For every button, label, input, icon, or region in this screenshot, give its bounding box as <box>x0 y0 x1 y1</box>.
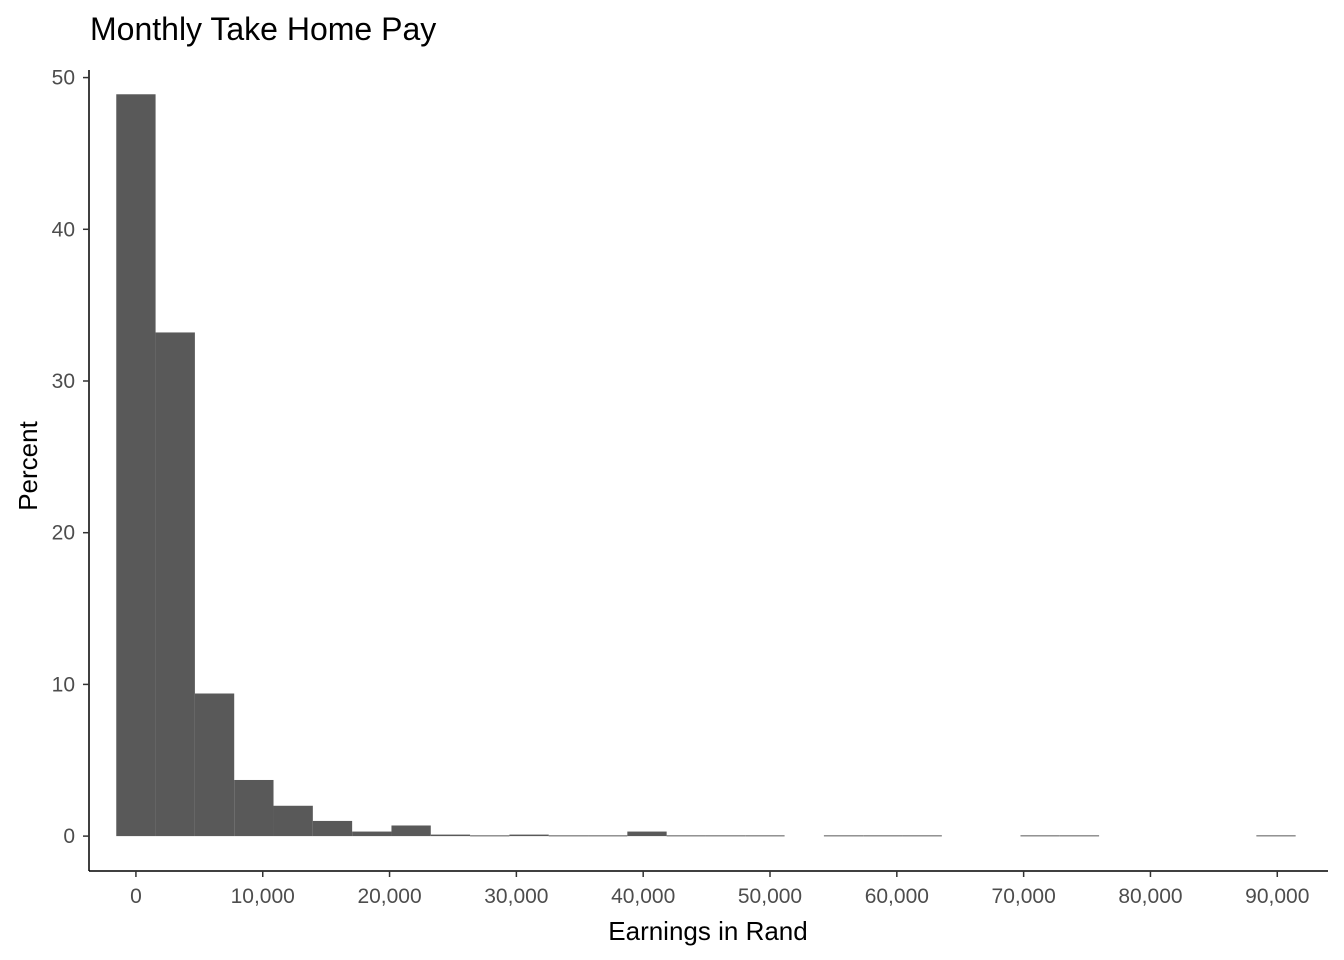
bars-group <box>116 94 1296 837</box>
x-tick-label: 80,000 <box>1118 885 1182 908</box>
x-tick-label: 50,000 <box>738 885 802 908</box>
histogram-bar <box>312 820 353 837</box>
y-tick-label: 10 <box>52 673 75 696</box>
histogram-bar <box>902 835 942 837</box>
y-axis-label: Percent <box>13 420 43 510</box>
x-tick-label: 0 <box>130 885 142 908</box>
histogram-bar <box>352 831 392 837</box>
x-tick-label: 60,000 <box>865 885 929 908</box>
x-tick-label: 10,000 <box>231 885 295 908</box>
histogram-bar <box>430 834 471 837</box>
histogram-bar <box>745 835 785 837</box>
y-tick-label: 50 <box>52 67 75 90</box>
x-tick-label: 20,000 <box>357 885 421 908</box>
histogram-bar <box>627 831 667 837</box>
histogram-bar <box>1256 835 1296 837</box>
y-tick-label: 30 <box>52 370 75 393</box>
histogram-bar <box>391 825 431 837</box>
histogram-bar <box>863 835 903 837</box>
y-tick-label: 40 <box>52 218 75 241</box>
y-tick-label: 20 <box>52 522 75 545</box>
histogram-bar <box>1059 835 1100 837</box>
x-axis-label: Earnings in Rand <box>608 916 807 946</box>
histogram-bar <box>823 835 864 837</box>
histogram-bar <box>470 835 510 837</box>
x-tick-label: 70,000 <box>992 885 1056 908</box>
y-tick-label: 0 <box>63 825 75 848</box>
x-tick-label: 90,000 <box>1245 885 1309 908</box>
histogram-bar <box>705 835 746 837</box>
histogram-bar <box>1020 835 1060 837</box>
histogram-bar <box>116 94 156 837</box>
x-axis-ticks: 0 10,000 20,000 30,000 40,000 50,000 60,000 70,… <box>130 871 1309 908</box>
histogram-bar <box>234 779 274 837</box>
histogram-bar <box>666 835 706 837</box>
chart-title: Monthly Take Home Pay <box>90 11 436 47</box>
histogram-bar <box>155 332 195 837</box>
x-tick-label: 40,000 <box>611 885 675 908</box>
histogram-bar <box>588 835 628 837</box>
histogram-bar <box>194 693 235 837</box>
histogram-bar <box>509 834 549 837</box>
y-axis-ticks: 0 10 20 30 40 50 <box>52 67 89 848</box>
x-tick-label: 30,000 <box>484 885 548 908</box>
histogram-bar <box>548 835 589 837</box>
histogram-bar <box>273 805 313 837</box>
